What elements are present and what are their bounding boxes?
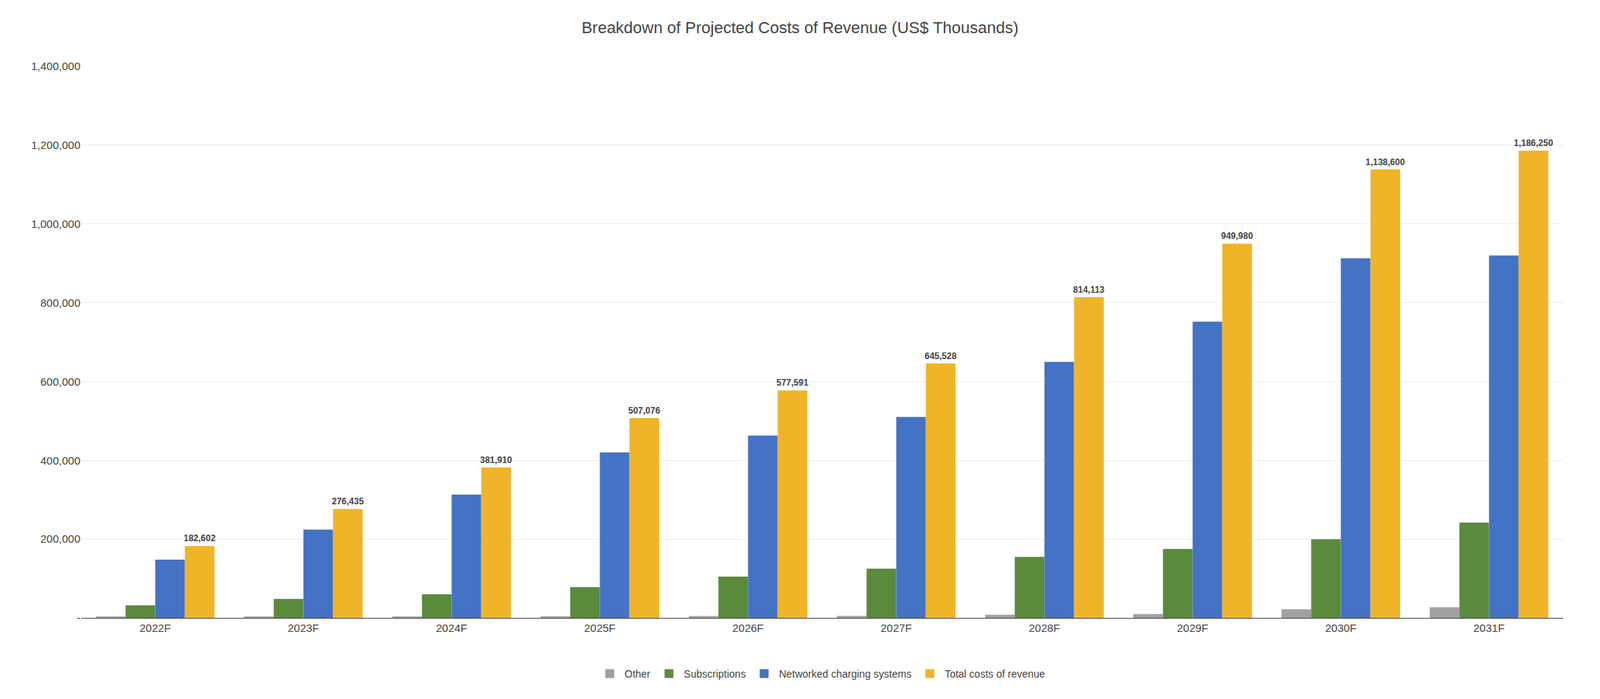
svg-text:-: - [76, 611, 81, 624]
svg-text:2030F: 2030F [1324, 621, 1357, 635]
svg-text:400,000: 400,000 [40, 454, 81, 467]
svg-text:Total costs of revenue: Total costs of revenue [944, 668, 1045, 680]
svg-text:Networked charging systems: Networked charging systems [778, 668, 912, 680]
svg-text:949,980: 949,980 [1221, 230, 1254, 242]
svg-text:645,528: 645,528 [924, 350, 958, 362]
svg-text:381,910: 381,910 [480, 454, 513, 466]
svg-text:1,200,000: 1,200,000 [30, 138, 81, 152]
svg-text:Other: Other [624, 668, 651, 680]
svg-text:182,602: 182,602 [183, 533, 217, 544]
svg-text:1,138,600: 1,138,600 [1365, 157, 1406, 168]
svg-text:2026F: 2026F [732, 621, 764, 635]
svg-text:2023F: 2023F [287, 621, 320, 635]
svg-text:2022F: 2022F [139, 621, 172, 635]
svg-text:577,591: 577,591 [776, 377, 809, 388]
svg-text:Breakdown of Projected Costs o: Breakdown of Projected Costs of Revenue … [581, 18, 1019, 37]
svg-text:2031F: 2031F [1473, 621, 1505, 635]
svg-text:1,400,000: 1,400,000 [30, 59, 81, 73]
svg-text:507,076: 507,076 [628, 405, 661, 416]
svg-text:600,000: 600,000 [40, 375, 81, 388]
svg-text:2024F: 2024F [435, 621, 468, 635]
svg-text:Subscriptions: Subscriptions [683, 668, 746, 680]
svg-text:2025F: 2025F [583, 621, 616, 635]
svg-text:276,435: 276,435 [331, 496, 365, 507]
svg-text:1,186,250: 1,186,250 [1513, 137, 1554, 149]
svg-text:200,000: 200,000 [40, 532, 81, 545]
svg-text:2029F: 2029F [1176, 621, 1209, 635]
svg-text:1,000,000: 1,000,000 [30, 217, 81, 231]
svg-text:2027F: 2027F [880, 621, 913, 635]
svg-text:800,000: 800,000 [40, 296, 81, 309]
svg-text:814,113: 814,113 [1072, 284, 1105, 295]
svg-text:2028F: 2028F [1028, 621, 1061, 635]
